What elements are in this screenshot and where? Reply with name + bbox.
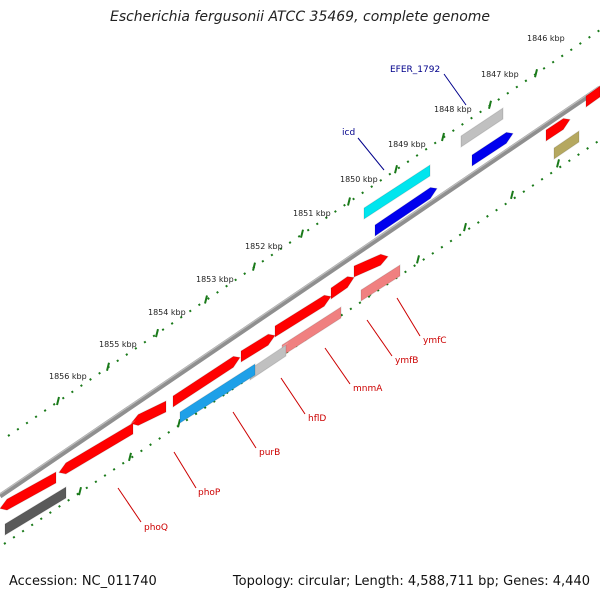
connector-purB xyxy=(232,411,257,449)
gene-blue-middle xyxy=(374,184,438,237)
major-tick-inner xyxy=(128,452,132,462)
gene-label-hflD: hflD xyxy=(308,414,326,424)
connector-ymfC xyxy=(396,297,421,337)
gene-label-mnmA: mnmA xyxy=(353,384,383,394)
tick-label-1855: 1855 kbp xyxy=(99,340,137,349)
gene-ymfC xyxy=(353,251,389,278)
genome-backbone-highlight xyxy=(0,85,600,495)
tick-label-1849: 1849 kbp xyxy=(388,140,426,149)
gene-ymfB-pink xyxy=(360,262,403,302)
connector-mnmA xyxy=(324,347,351,385)
gene-blue-upper xyxy=(471,129,514,167)
gene-icd xyxy=(363,162,433,220)
tick-label-1852: 1852 kbp xyxy=(245,242,283,251)
major-tick-outer xyxy=(252,262,256,271)
gene-phoQ-red xyxy=(58,420,136,475)
tick-label-1846: 1846 kbp xyxy=(527,34,565,43)
gene-mnmA-red xyxy=(274,292,332,338)
gene-red-small-upper xyxy=(545,115,571,142)
tick-label-1848: 1848 kbp xyxy=(434,105,472,114)
gene-label-icd: icd xyxy=(342,128,355,138)
page-title: Escherichia fergusonii ATCC 35469, compl… xyxy=(109,9,491,25)
genes xyxy=(0,85,600,536)
gene-label-ymfC: ymfC xyxy=(423,336,447,346)
major-tick-outer xyxy=(106,362,110,371)
gene-left-red xyxy=(0,469,59,511)
tick-label-1847: 1847 kbp xyxy=(481,70,519,79)
gene-label-phoQ: phoQ xyxy=(144,523,168,533)
gene-label-efer-1792: EFER_1792 xyxy=(390,65,440,75)
gene-hflD-red xyxy=(240,331,276,363)
major-tick-inner xyxy=(556,159,560,168)
major-tick-outer xyxy=(155,328,159,338)
connector-ymfB xyxy=(366,319,393,357)
tick-label-1853: 1853 kbp xyxy=(196,275,234,284)
major-tick-outer xyxy=(204,295,208,304)
gene-purB-blue xyxy=(179,361,258,424)
gene-label-purB: purB xyxy=(259,448,280,458)
gene-olive xyxy=(553,128,582,160)
gene-top-right-red xyxy=(585,85,600,108)
major-tick-outer xyxy=(488,100,492,109)
connector-efer xyxy=(443,73,467,106)
major-tick-outer xyxy=(300,229,304,238)
topology-text: Topology: circular; Length: 4,588,711 bp… xyxy=(232,574,590,589)
tick-guide-outer xyxy=(7,29,600,437)
major-tick-inner xyxy=(416,255,420,264)
gene-phoP-red xyxy=(130,398,169,427)
gene-efer-1792 xyxy=(460,105,506,148)
major-tick-outer xyxy=(56,396,60,406)
gene-left-darkgray xyxy=(4,484,69,536)
gene-label-ymfB: ymfB xyxy=(395,356,418,366)
connector-icd xyxy=(357,137,385,171)
major-tick-outer xyxy=(534,68,538,78)
major-tick-outer xyxy=(394,164,398,174)
major-tick-outer xyxy=(441,132,445,142)
tick-label-1854: 1854 kbp xyxy=(148,308,186,317)
major-tick-inner xyxy=(177,419,181,428)
tick-label-1851: 1851 kbp xyxy=(293,209,331,218)
gene-ymfB-red xyxy=(330,273,355,300)
accession-text: Accession: NC_011740 xyxy=(9,574,157,589)
major-tick-inner xyxy=(510,190,514,200)
major-tick-outer xyxy=(347,197,351,206)
connector-phoP xyxy=(173,451,197,489)
major-tick-inner xyxy=(463,222,467,232)
tick-label-1850: 1850 kbp xyxy=(340,175,378,184)
tick-label-1856: 1856 kbp xyxy=(49,372,87,381)
gene-purB-red xyxy=(172,353,241,408)
genome-backbone xyxy=(0,85,600,499)
major-tick-inner xyxy=(78,486,82,496)
connector-phoQ xyxy=(117,487,142,523)
connector-hflD xyxy=(280,377,306,415)
gene-label-phoP: phoP xyxy=(198,488,221,498)
